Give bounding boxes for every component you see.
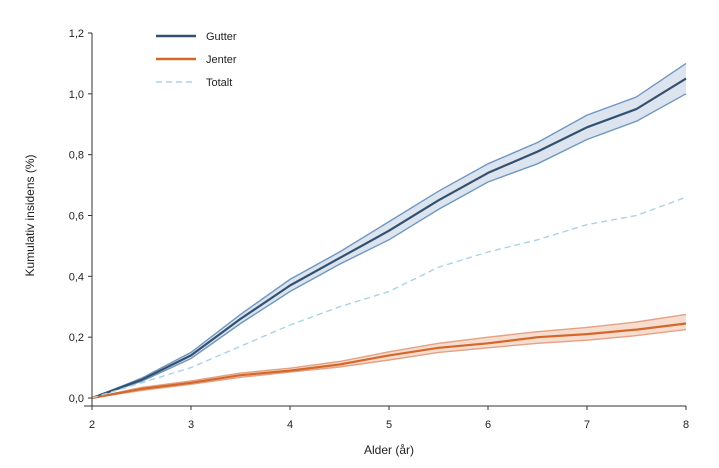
y-tick-label: 0,0 — [69, 393, 84, 405]
legend: Gutter Jenter Totalt — [156, 31, 237, 89]
x-tick-label: 3 — [188, 419, 194, 431]
gutter-upper-bound-line — [91, 62, 687, 399]
x-tick-label: 5 — [386, 419, 392, 431]
y-tick-label: 0,2 — [69, 332, 84, 344]
y-tick-label: 0,4 — [69, 271, 84, 283]
axes — [84, 33, 686, 407]
y-axis-title: Kumulativ insidens (%) — [23, 154, 37, 276]
y-tick-label: 0,8 — [69, 150, 84, 162]
totalt-series-line — [91, 196, 687, 399]
x-tick-label: 4 — [287, 419, 293, 431]
x-tick-label: 6 — [485, 419, 491, 431]
legend-label-jenter: Jenter — [206, 54, 237, 66]
y-tick-label: 0,6 — [69, 211, 84, 223]
y-tick-label: 1,2 — [69, 28, 84, 40]
jenter-upper-bound-line — [91, 313, 687, 399]
jenter-lower-bound-line — [91, 328, 687, 399]
x-tick-label: 2 — [89, 419, 95, 431]
legend-label-totalt: Totalt — [206, 77, 232, 89]
x-tick-label: 8 — [683, 419, 689, 431]
x-tick-label: 7 — [584, 419, 590, 431]
series-lines — [91, 77, 687, 400]
y-tick-label: 1,0 — [69, 89, 84, 101]
legend-label-gutter: Gutter — [206, 31, 237, 43]
jenter-series-line — [91, 322, 687, 400]
x-axis-title: Alder (år) — [364, 443, 414, 457]
gutter-series-line — [91, 77, 687, 400]
gutter-lower-bound-line — [91, 93, 687, 399]
ticks: 2 3 4 5 6 7 8 0,0 0,2 0,4 0,6 0,8 1,0 1,2 — [69, 28, 689, 431]
